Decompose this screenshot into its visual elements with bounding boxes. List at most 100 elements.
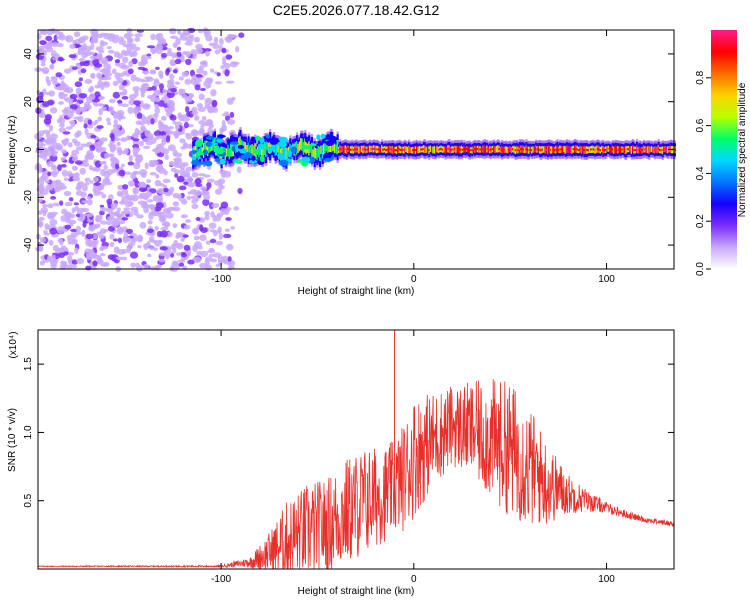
noise-blob [79, 61, 85, 66]
noise-blob [47, 145, 56, 152]
noise-blob [203, 81, 208, 87]
carrier-peak [661, 149, 664, 152]
carrier-core [238, 137, 241, 151]
carrier-peak [340, 148, 343, 151]
noise-blob [126, 245, 133, 250]
noise-blob [166, 231, 173, 238]
noise-blob [112, 238, 119, 242]
carrier-core [436, 145, 439, 153]
noise-blob [130, 262, 137, 268]
carrier-core [333, 143, 336, 154]
carrier-core [321, 145, 324, 159]
noise-blob [220, 259, 229, 264]
noise-blob [75, 146, 84, 151]
carrier-peak [452, 148, 455, 151]
noise-blob [48, 239, 54, 246]
noise-blob [174, 157, 183, 165]
noise-blob [88, 251, 96, 258]
noise-blob [192, 53, 197, 60]
noise-blob [109, 241, 115, 248]
noise-blob [103, 228, 109, 233]
noise-blob [217, 178, 226, 185]
noise-blob [98, 234, 105, 240]
spectrogram-axes: -100 0 100 -40 -20 0 20 40 [23, 30, 674, 285]
carrier-peak [421, 148, 424, 151]
noise-blob [229, 61, 238, 68]
noise-blob [186, 111, 191, 118]
noise-blob [74, 160, 83, 165]
noise-blob [52, 202, 60, 207]
noise-blob [100, 168, 106, 177]
carrier-peak [472, 147, 475, 150]
carrier-core [499, 147, 502, 154]
carrier-peak [634, 149, 637, 152]
noise-blob [109, 233, 115, 240]
noise-blob [89, 144, 96, 151]
noise-blob [57, 164, 62, 172]
noise-blob [156, 211, 164, 217]
noise-blob [101, 160, 107, 165]
noise-blob [122, 56, 129, 64]
carrier-peak [393, 149, 396, 151]
wobble-blob [214, 147, 224, 155]
noise-blob [120, 163, 125, 168]
noise-blob [118, 62, 127, 69]
noise-blob [134, 33, 143, 38]
noise-blob [183, 224, 191, 230]
noise-blob [65, 86, 74, 94]
noise-blob [58, 33, 65, 38]
noise-blob [98, 184, 104, 191]
noise-blob [110, 254, 119, 262]
noise-blob [176, 252, 182, 256]
carrier-peak [528, 149, 531, 152]
noise-blob [72, 66, 78, 70]
noise-blob [160, 226, 169, 231]
noise-blob [225, 217, 232, 221]
carrier-core [200, 144, 203, 154]
carrier-core [211, 142, 214, 151]
noise-blob [58, 101, 64, 105]
noise-blob [63, 97, 69, 101]
noise-blob [58, 200, 64, 206]
carrier-core [278, 144, 281, 158]
noise-blob [96, 125, 104, 129]
carrier-core [638, 146, 641, 154]
carrier-peak [507, 148, 511, 151]
carrier-peak [633, 149, 636, 151]
noise-blob [140, 87, 146, 95]
noise-blob [142, 145, 151, 149]
carrier-peak [343, 148, 346, 151]
carrier-peak [440, 147, 443, 150]
noise-blob [108, 33, 113, 38]
carrier-peak [447, 147, 450, 150]
noise-blob [97, 116, 102, 122]
noise-blob [135, 77, 141, 82]
spectrogram-ylabel: Frequency (Hz) [7, 116, 18, 185]
carrier-core [277, 142, 280, 153]
wobble-blob [325, 140, 334, 145]
wobble-blob [219, 158, 226, 165]
noise-blob [174, 173, 179, 178]
wobble-blob [320, 133, 326, 139]
carrier-core [606, 146, 609, 152]
carrier-core [551, 146, 554, 154]
noise-blob [64, 201, 73, 207]
noise-blob [81, 229, 86, 237]
carrier-core [502, 146, 505, 154]
carrier-peak [471, 149, 474, 152]
noise-blob [83, 122, 88, 129]
noise-blob [167, 79, 175, 85]
noise-blob [132, 138, 140, 142]
noise-blob [161, 115, 167, 121]
carrier-core [524, 146, 527, 154]
noise-blob [38, 112, 47, 119]
noise-blob [149, 162, 157, 168]
noise-blob [212, 43, 220, 50]
noise-blob [99, 210, 105, 216]
carrier-peak [378, 148, 381, 151]
carrier-core [494, 146, 497, 153]
carrier-peak [344, 148, 347, 151]
carrier-peak [491, 148, 494, 151]
carrier-core [368, 145, 372, 153]
carrier-peak [459, 148, 462, 151]
